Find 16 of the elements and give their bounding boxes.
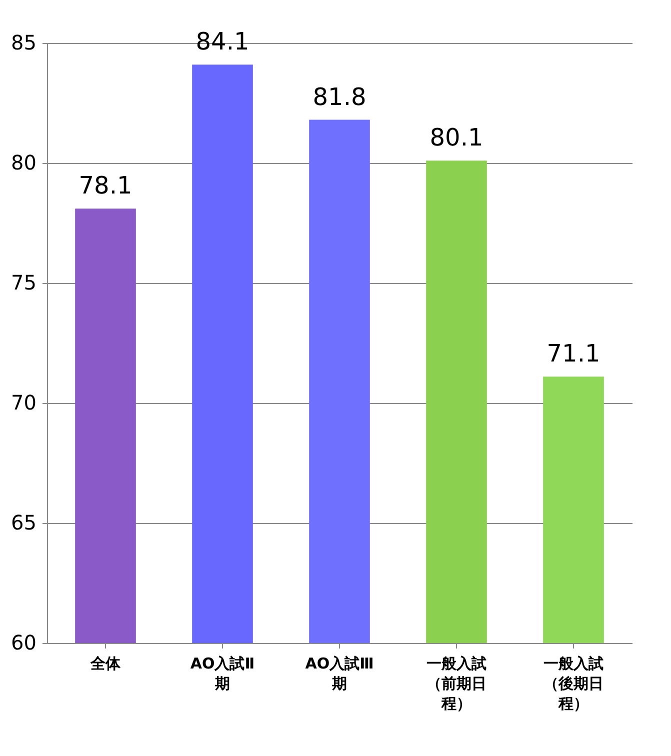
x-tick-label: 一般入試（後期日程）	[544, 654, 604, 712]
x-tick-label: 全体	[90, 654, 122, 672]
y-tick-label: 70	[11, 390, 36, 414]
y-tick-label: 60	[11, 630, 36, 654]
y-tick-label: 75	[11, 270, 36, 294]
data-label: 84.1	[196, 28, 250, 56]
data-label: 78.1	[78, 172, 132, 200]
x-tick-label: 一般入試（前期日程）	[426, 654, 486, 712]
data-label: 80.1	[430, 124, 484, 152]
data-label: 71.1	[546, 340, 600, 368]
x-tick-label: AO入試Ⅲ期	[305, 654, 374, 692]
y-tick-label: 80	[11, 150, 36, 174]
data-label: 81.8	[312, 82, 366, 111]
x-tick-label: AO入試Ⅱ期	[190, 654, 255, 692]
y-tick-label: 85	[11, 30, 36, 54]
y-tick-label: 65	[11, 510, 36, 534]
